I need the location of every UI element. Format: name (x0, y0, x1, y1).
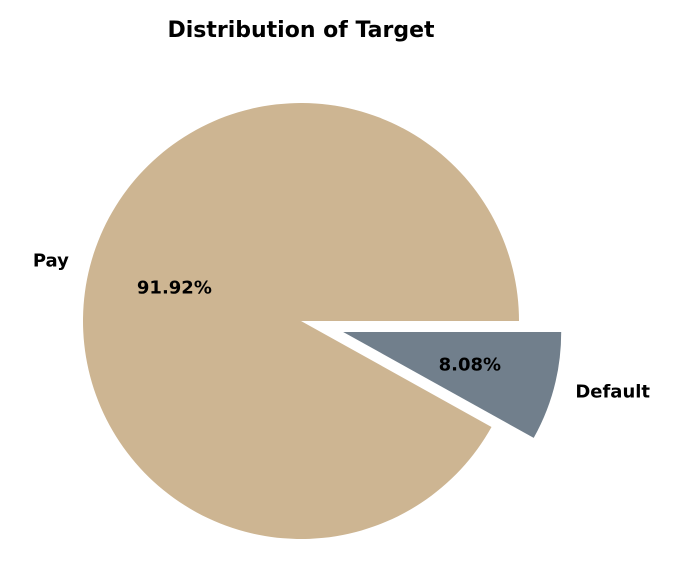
pie-slices (82, 103, 562, 540)
slice-percent-default: 8.08% (439, 354, 501, 375)
slice-percent-pay: 91.92% (137, 278, 212, 299)
chart-title: Distribution of Target (167, 18, 435, 43)
pie-slice-pay (82, 103, 519, 540)
slice-label-pay: Pay (33, 250, 69, 271)
pie-slice-default (343, 331, 562, 438)
pie-labels: Pay 91.92% Default 8.08% (33, 250, 651, 402)
slice-label-default: Default (575, 382, 650, 403)
